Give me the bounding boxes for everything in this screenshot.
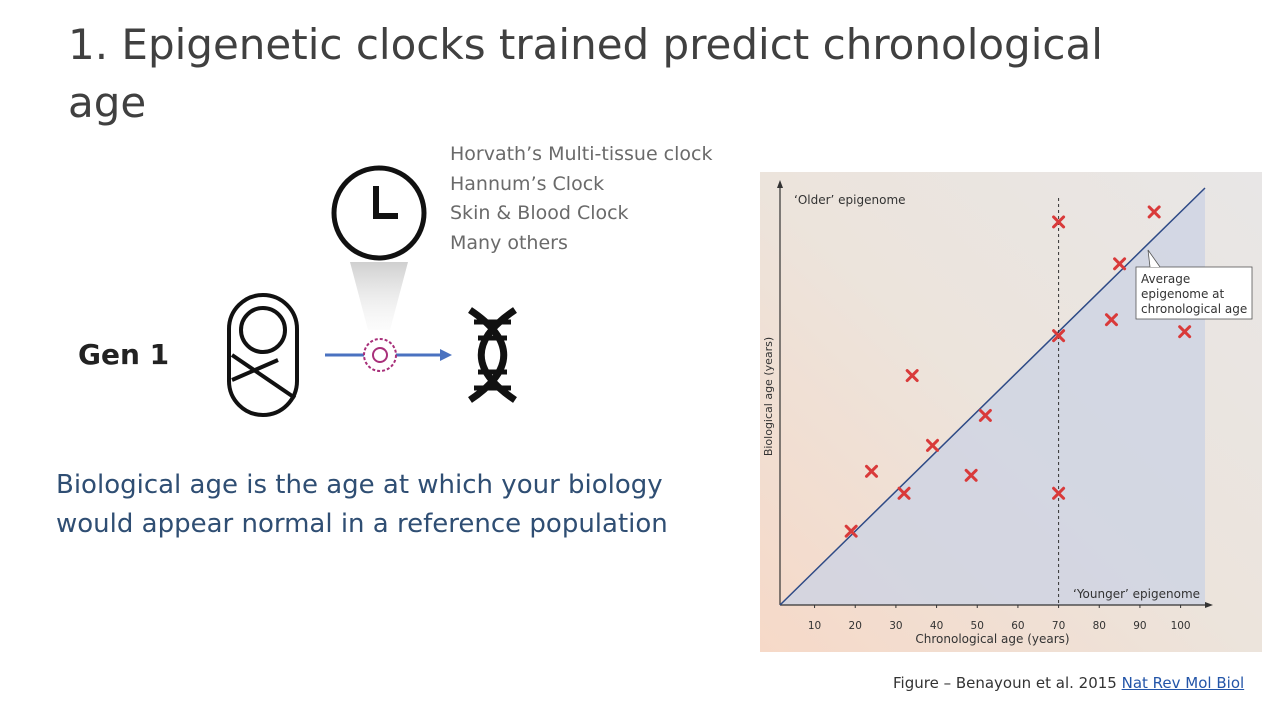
x-tick-label: 60 [1011,620,1024,632]
virus [363,338,397,372]
arrow-head [440,349,452,361]
x-axis-label: Chronological age (years) [915,632,1069,646]
clock-item: Hannum’s Clock [450,172,605,195]
point [1052,486,1066,500]
x-tick-label: 40 [930,620,943,632]
point [1113,257,1127,271]
y-axis-label: Biological age (years) [762,337,775,456]
point [926,438,940,452]
clock-item: Many others [450,231,568,254]
x-tick-label: 20 [849,620,862,632]
point [978,408,992,422]
diagonal [779,187,1206,606]
point [1052,215,1066,229]
slide-title: 1. Epigenetic clocks trained predict chr… [68,20,1103,127]
generation-label: Gen 1 [78,338,170,371]
callout-pointer [1147,249,1161,268]
point [1147,205,1161,219]
clock-item: Skin & Blood Clock [450,202,629,224]
citation: Figure – Benayoun et al. 2015 [893,674,1117,692]
point [897,486,911,500]
x-axis-arrow [1205,602,1213,608]
clock-item: Horvath’s Multi-tissue clock [450,143,713,165]
x-tick-label: 70 [1052,620,1065,632]
point [964,468,978,482]
point [1104,313,1118,327]
clock-list: Horvath’s Multi-tissue clock Hannum’s Cl… [450,140,712,258]
point [1052,329,1066,343]
x-tick-label: 10 [808,620,821,632]
annotation: chronological age [1141,302,1247,316]
y-axis-arrow [777,180,783,188]
x-tick-label: 50 [971,620,984,632]
x-tick-label: 30 [889,620,902,632]
virus-core [372,347,388,363]
annotation: Average [1141,272,1190,286]
point [865,464,879,478]
point [905,369,919,383]
chart: 10 20 30 40 50 60 70 80 90 100 Chronological age (… [762,180,1253,646]
x-tick-label: 90 [1133,620,1146,632]
icons [227,165,517,417]
x-tick-label: 100 [1171,620,1191,632]
annotation: ‘Older’ epigenome [794,193,906,207]
point [844,524,858,538]
annotation: ‘Younger’ epigenome [1073,587,1200,601]
citation-link[interactable]: Nat Rev Mol Biol [1121,674,1245,692]
footer: Figure – Benayoun et al. 2015 Nat Rev Mo… [893,674,1244,692]
x-tick-label: 80 [1093,620,1106,632]
point [1178,325,1192,339]
definition: Biological age is the age at which your … [56,470,668,539]
annotation: epigenome at [1141,287,1225,301]
callout-box [1135,266,1253,320]
